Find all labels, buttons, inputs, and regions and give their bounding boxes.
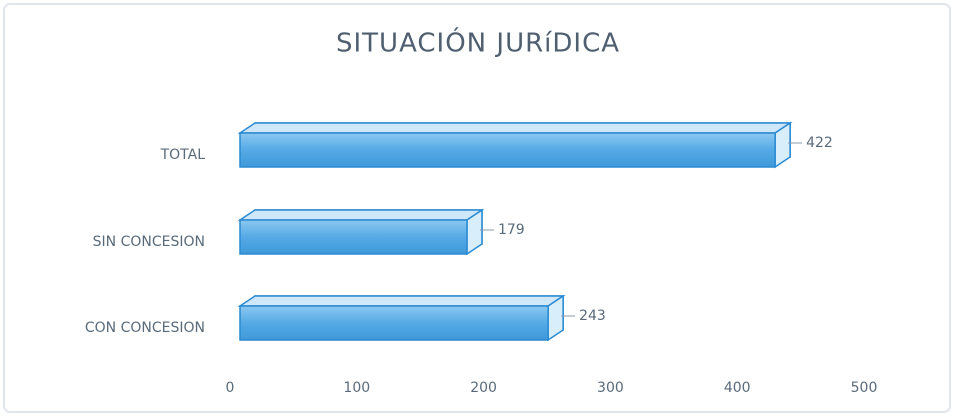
bar bbox=[239, 132, 776, 168]
x-tick-label: 100 bbox=[343, 380, 370, 396]
bar bbox=[239, 305, 549, 341]
chart-frame bbox=[3, 3, 951, 413]
x-tick-label: 400 bbox=[724, 380, 751, 396]
value-label: 243 bbox=[579, 308, 606, 324]
chart-title: SITUACIÓN JURíDICA bbox=[336, 27, 620, 59]
bar-top bbox=[237, 295, 566, 307]
value-label: 179 bbox=[498, 222, 525, 238]
x-tick-label: 0 bbox=[226, 380, 235, 396]
x-tick-label: 200 bbox=[470, 380, 497, 396]
y-tick-label: CON CONCESION bbox=[85, 320, 205, 336]
bar bbox=[239, 219, 468, 255]
x-tick-label: 500 bbox=[851, 380, 878, 396]
value-label: 422 bbox=[806, 135, 833, 151]
y-tick-label: TOTAL bbox=[160, 147, 206, 163]
y-tick-label: SIN CONCESION bbox=[93, 234, 205, 250]
bar-top bbox=[237, 209, 485, 221]
bar-top bbox=[237, 122, 793, 134]
x-tick-label: 300 bbox=[597, 380, 624, 396]
